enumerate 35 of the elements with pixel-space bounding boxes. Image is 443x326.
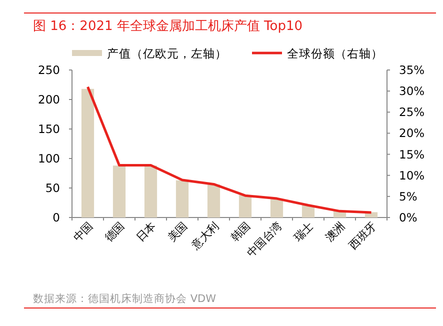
chart-title: 图 16：2021 年全球金属加工机床产值 Top10 (33, 19, 303, 34)
y2-tick-label: 0% (399, 210, 418, 224)
x-tick-label: 瑞士 (291, 219, 316, 244)
y2-tick-label: 5% (399, 189, 418, 204)
y2-tick-label: 20% (399, 126, 425, 140)
y2-tick-label: 25% (399, 105, 425, 120)
x-tick-label: 日本 (134, 219, 159, 244)
y-tick-label: 100 (38, 152, 60, 166)
y-tick-label: 150 (38, 122, 60, 136)
y-tick-label: 50 (45, 181, 60, 195)
y2-tick-label: 35% (399, 63, 425, 77)
y-tick-label: 250 (38, 63, 60, 77)
x-tick-label: 西班牙 (346, 219, 380, 252)
bar (144, 166, 158, 218)
x-tick-label: 中国 (70, 219, 96, 244)
source-note: 数据来源：德国机床制造商协会 VDW (33, 292, 217, 305)
legend-label: 产值（亿欧元，左轴） (107, 46, 227, 60)
x-tick-label: 美国 (165, 219, 190, 244)
x-tick-label: 澳洲 (322, 219, 348, 244)
y-tick-label: 0 (52, 210, 60, 224)
bar (81, 88, 94, 218)
y-tick-label: 200 (38, 92, 60, 106)
x-tick-label: 意大利 (188, 219, 222, 253)
bar (176, 180, 189, 218)
y2-tick-label: 30% (399, 84, 425, 98)
legend-label: 全球份额（右轴） (287, 46, 383, 60)
bar (270, 199, 284, 218)
line-series (86, 86, 372, 214)
x-tick-label: 韩国 (228, 219, 254, 244)
bar (207, 184, 220, 218)
x-tick-label: 德国 (102, 219, 128, 244)
bar (112, 166, 126, 218)
y2-tick-label: 15% (399, 147, 425, 162)
bar (238, 195, 252, 218)
y2-tick-label: 10% (399, 168, 425, 182)
